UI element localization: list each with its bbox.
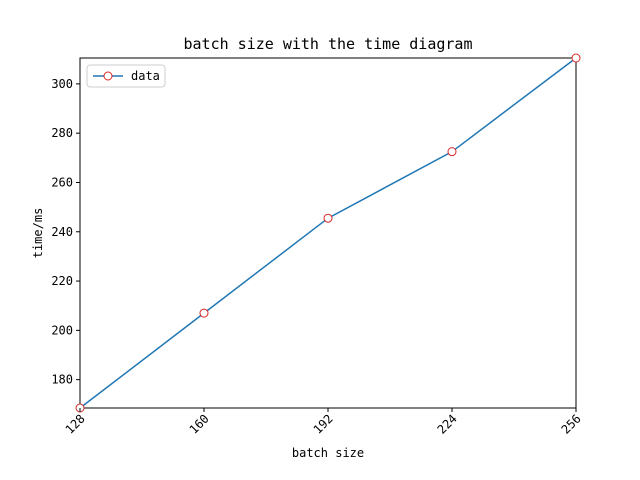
legend-box <box>86 64 166 88</box>
x-tick-label: 224 <box>435 412 460 437</box>
x-tick-label: 128 <box>63 412 88 437</box>
x-tick-label: 160 <box>187 412 212 437</box>
chart-title: batch size with the time diagram <box>184 35 473 53</box>
data-point <box>571 53 581 63</box>
legend-entry-data: data <box>131 69 160 83</box>
y-tick-label: 300 <box>51 77 73 91</box>
legend: data <box>86 64 166 88</box>
series-line-data <box>79 57 577 409</box>
plot-area <box>75 53 581 413</box>
y-tick-label: 180 <box>51 373 73 387</box>
y-tick-label: 280 <box>51 126 73 140</box>
y-tick-label: 200 <box>51 323 73 337</box>
x-axis-label: batch size <box>292 446 364 460</box>
y-axis-ticks: 180 200 220 240 260 280 300 <box>51 77 80 387</box>
legend-marker-sample <box>103 71 113 81</box>
data-point <box>447 147 457 157</box>
y-tick-label: 220 <box>51 274 73 288</box>
plot-frame <box>79 57 577 409</box>
data-point <box>323 213 333 223</box>
x-tick-label: 192 <box>311 412 336 437</box>
y-tick-label: 260 <box>51 175 73 189</box>
data-point <box>199 308 209 318</box>
series-layer <box>75 53 581 413</box>
x-axis-ticks: 128 160 192 224 256 <box>63 408 584 437</box>
x-tick-label: 256 <box>559 412 584 437</box>
y-tick-label: 240 <box>51 225 73 239</box>
y-axis-label: time/ms <box>31 208 45 259</box>
